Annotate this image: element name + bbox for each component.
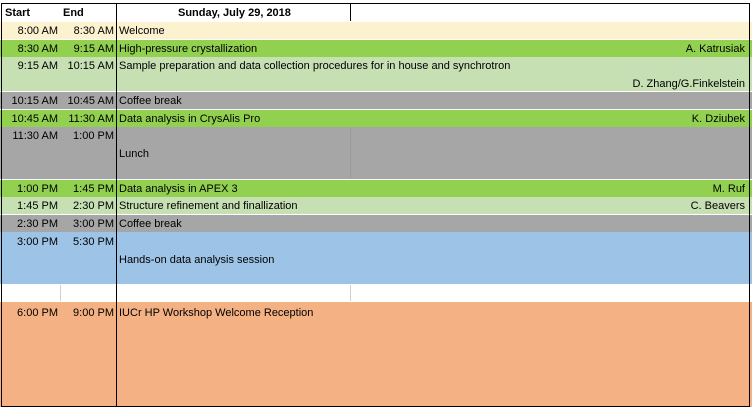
row-start-time: 10:45 AM bbox=[11, 113, 58, 125]
row-start-time: 8:30 AM bbox=[17, 43, 58, 55]
row-title: Lunch bbox=[119, 148, 149, 160]
row-end-time: 1:00 PM bbox=[73, 130, 114, 142]
row-end-time: 5:30 PM bbox=[73, 236, 114, 248]
schedule-row-break: 10:15 AM 10:45 AM Coffee break bbox=[0, 92, 752, 109]
row-start-time: 11:30 AM bbox=[12, 130, 58, 142]
schedule-row-talk: 10:45 AM 11:30 AM Data analysis in CrysA… bbox=[0, 110, 752, 127]
header-divider bbox=[350, 4, 351, 21]
row-end-time: 11:30 AM bbox=[68, 113, 114, 125]
row-title: Structure refinement and finallization bbox=[119, 200, 298, 212]
row-title: IUCr HP Workshop Welcome Reception bbox=[119, 307, 314, 319]
row-title: High-pressure crystallization bbox=[119, 43, 258, 55]
header-end: End bbox=[63, 7, 84, 19]
schedule-row-reception: 6:00 PM 9:00 PM IUCr HP Workshop Welcome… bbox=[0, 302, 752, 407]
row-start-time: 8:00 AM bbox=[17, 25, 58, 37]
row-end-time: 1:45 PM bbox=[73, 183, 114, 195]
row-end-time: 10:45 AM bbox=[67, 95, 114, 107]
row-start-time: 1:00 PM bbox=[17, 183, 58, 195]
header-row: Start End Sunday, July 29, 2018 bbox=[0, 4, 752, 21]
row-end-time: 10:15 AM bbox=[67, 60, 114, 72]
row-end-time: 2:30 PM bbox=[73, 200, 114, 212]
schedule-row-blank bbox=[0, 285, 752, 301]
row-end-time: 9:00 PM bbox=[73, 307, 114, 319]
row-title: Coffee break bbox=[119, 95, 182, 107]
schedule-row-break: 2:30 PM 3:00 PM Coffee break bbox=[0, 215, 752, 232]
header-day: Sunday, July 29, 2018 bbox=[178, 7, 291, 19]
schedule-row-session: 3:00 PM 5:30 PM Hands-on data analysis s… bbox=[0, 232, 752, 284]
lunch-gridline bbox=[350, 127, 351, 179]
schedule-row-welcome: 8:00 AM 8:30 AM Welcome bbox=[0, 22, 752, 39]
row-speaker: D. Zhang/G.Finkelstein bbox=[632, 78, 746, 90]
row-title: Welcome bbox=[119, 25, 165, 37]
row-title: Sample preparation and data collection p… bbox=[119, 60, 511, 72]
row-speaker: K. Dziubek bbox=[691, 113, 745, 125]
row-speaker: A. Katrusiak bbox=[685, 43, 745, 55]
blank-gridline bbox=[350, 285, 351, 301]
row-start-time: 9:15 AM bbox=[17, 60, 58, 72]
row-end-time: 9:15 AM bbox=[73, 43, 114, 55]
row-start-time: 1:45 PM bbox=[17, 200, 58, 212]
row-end-time: 3:00 PM bbox=[73, 218, 114, 230]
row-start-time: 10:15 AM bbox=[11, 95, 58, 107]
row-speaker: M. Ruf bbox=[712, 183, 745, 195]
row-title: Coffee break bbox=[119, 218, 182, 230]
row-title: Hands-on data analysis session bbox=[119, 254, 275, 266]
row-end-time: 8:30 AM bbox=[73, 25, 114, 37]
schedule-row-talk: 1:45 PM 2:30 PM Structure refinement and… bbox=[0, 197, 752, 214]
row-start-time: 6:00 PM bbox=[17, 307, 58, 319]
schedule-row-talk: 8:30 AM 9:15 AM High-pressure crystalliz… bbox=[0, 40, 752, 57]
row-start-time: 3:00 PM bbox=[17, 236, 58, 248]
schedule-row-talk: 1:00 PM 1:45 PM Data analysis in APEX 3 … bbox=[0, 180, 752, 197]
row-start-time: 2:30 PM bbox=[17, 218, 58, 230]
column-divider bbox=[116, 3, 117, 407]
header-start: Start bbox=[5, 7, 31, 19]
row-speaker: C. Beavers bbox=[690, 200, 745, 212]
row-title: Data analysis in APEX 3 bbox=[119, 183, 238, 195]
schedule-row-break: 11:30 AM 1:00 PM Lunch bbox=[0, 127, 752, 179]
schedule-row-talk: 9:15 AM 10:15 AM Sample preparation and … bbox=[0, 57, 752, 91]
blank-gridline bbox=[60, 285, 61, 301]
row-title: Data analysis in CrysAlis Pro bbox=[119, 113, 261, 125]
table-border bbox=[1, 3, 750, 407]
